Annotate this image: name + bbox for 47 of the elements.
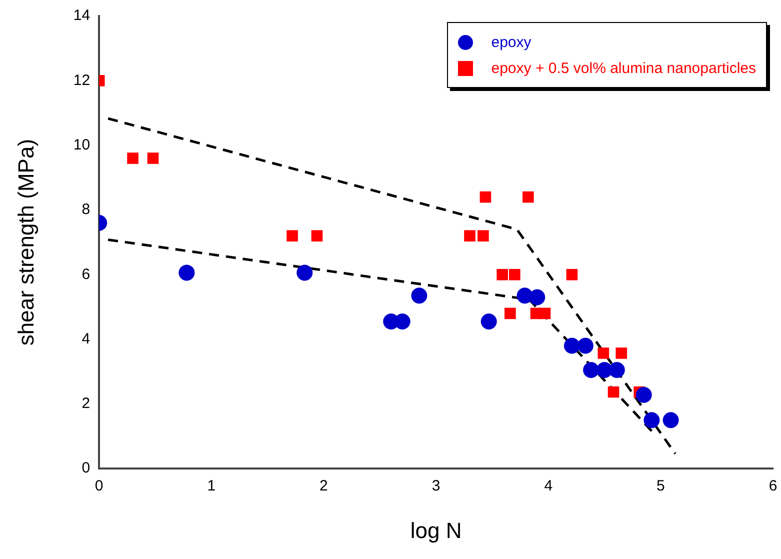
point — [608, 362, 625, 378]
point — [504, 308, 516, 320]
point — [636, 386, 652, 403]
x-tick-label: 2 — [320, 478, 328, 495]
point — [529, 289, 546, 306]
x-tick-label: 0 — [94, 478, 104, 495]
point — [411, 288, 428, 304]
y-tick-label: 10 — [73, 136, 90, 154]
x-tick-label: 3 — [432, 478, 440, 495]
point — [598, 348, 610, 359]
point — [480, 314, 497, 330]
point — [464, 230, 476, 242]
point — [522, 191, 534, 203]
y-tick-label: 0 — [82, 460, 90, 477]
point — [286, 230, 298, 242]
point — [539, 308, 551, 320]
y-axis-title: shear strength (MPa) — [13, 138, 38, 346]
y-tick-label: 4 — [82, 330, 90, 348]
point — [566, 268, 578, 280]
x-tick-label: 5 — [656, 478, 665, 495]
point — [496, 268, 508, 280]
point — [564, 338, 580, 354]
point — [480, 191, 492, 203]
x-tick-label: 6 — [768, 478, 778, 495]
y-tick-label: 14 — [73, 7, 90, 24]
point — [478, 230, 489, 242]
point — [127, 152, 138, 164]
y-tick-label: 8 — [82, 201, 90, 218]
point — [178, 264, 195, 281]
legend-label: epoxy — [491, 34, 532, 50]
y-tick-label: 6 — [82, 266, 90, 283]
point — [644, 412, 660, 428]
point — [509, 268, 520, 280]
point — [616, 348, 628, 359]
y-tick-label: 2 — [82, 395, 90, 412]
y-tick-label: 12 — [73, 72, 90, 89]
legend-label: epoxy + 0.5 vol% alumina nanoparticles — [491, 60, 756, 76]
x-tick-label: 1 — [207, 478, 216, 495]
point — [583, 362, 600, 378]
x-tick-label: 4 — [544, 478, 553, 495]
point — [608, 386, 620, 398]
point — [296, 264, 313, 281]
x-axis-title: log N — [410, 518, 462, 543]
point — [147, 152, 159, 164]
point — [311, 230, 323, 242]
point — [662, 412, 679, 428]
point — [577, 338, 594, 354]
